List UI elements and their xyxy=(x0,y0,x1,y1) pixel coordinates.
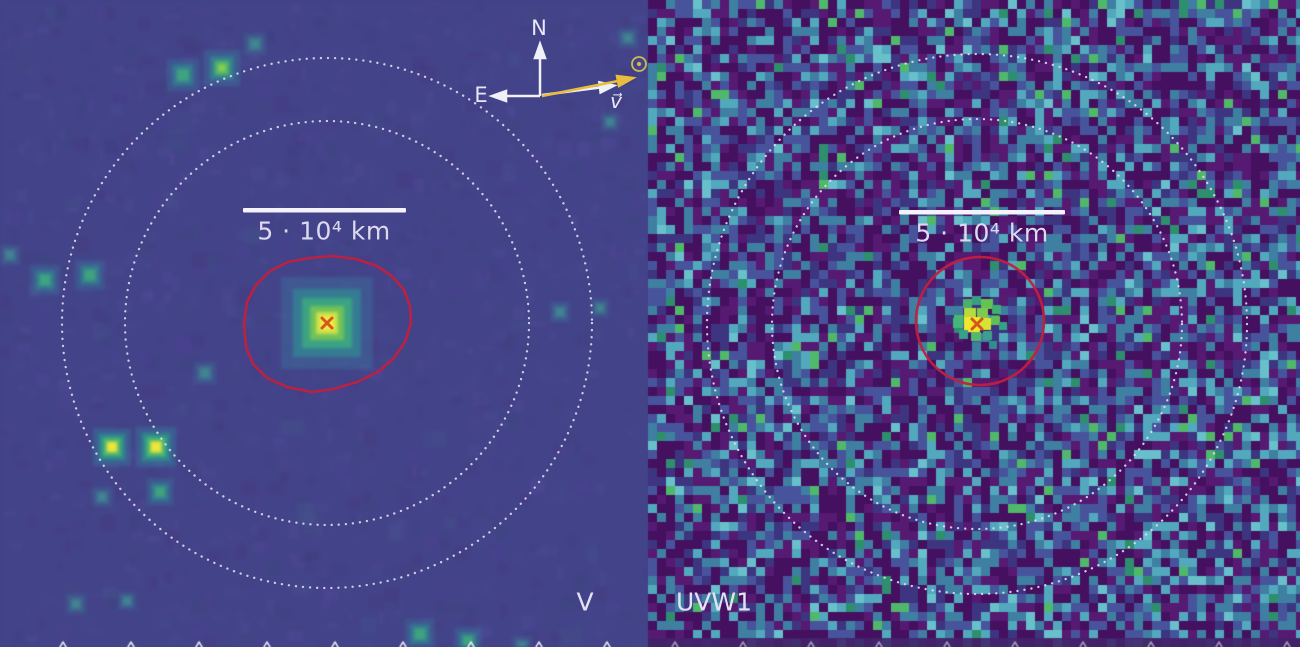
left-target-x-marker xyxy=(320,316,334,330)
right-inner-dotted-circle xyxy=(770,117,1184,531)
north-arrow-head-icon xyxy=(533,40,547,60)
east-label: E xyxy=(474,83,488,107)
coma-contour-red xyxy=(242,254,413,394)
compass xyxy=(488,40,647,103)
left-outer-dotted-circle xyxy=(60,56,594,590)
sun-direction-arrow xyxy=(541,79,619,98)
right-filter-label: UVW1 xyxy=(675,587,753,617)
left-scale-bar xyxy=(243,208,406,213)
right-scale-bar-label: 5 · 10⁴ km xyxy=(915,218,1049,248)
left-scale-bar-label: 5 · 10⁴ km xyxy=(257,216,391,246)
sun-direction-icon xyxy=(631,56,647,72)
sun-arrow-head-icon xyxy=(615,74,637,88)
left-filter-label: V xyxy=(576,587,594,617)
right-target-x-marker xyxy=(970,317,984,331)
velocity-label: v⃗ xyxy=(610,89,622,113)
left-inner-dotted-circle xyxy=(123,119,531,527)
right-scale-bar xyxy=(899,210,1065,215)
right-red-aperture-circle xyxy=(914,255,1046,387)
north-label: N xyxy=(531,16,547,40)
right-outer-dotted-circle xyxy=(705,52,1249,596)
east-arrow-head-icon xyxy=(488,89,508,103)
